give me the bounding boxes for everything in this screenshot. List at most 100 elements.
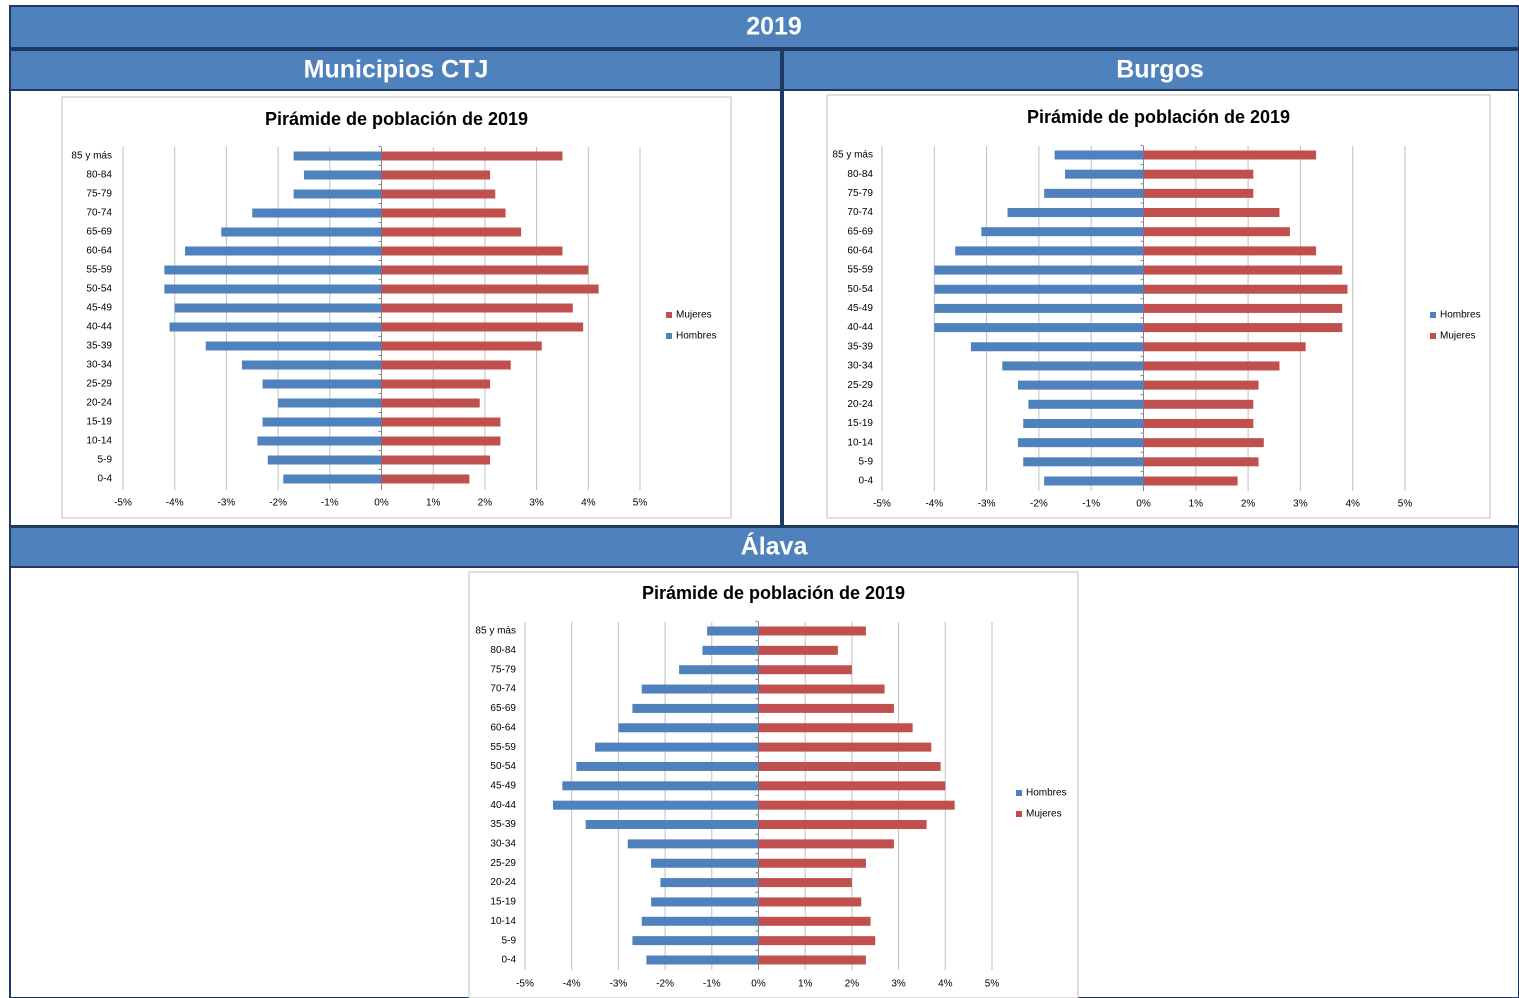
x-tick-label: 2% <box>478 498 493 509</box>
bar <box>185 246 382 256</box>
bar <box>934 265 1144 275</box>
bar <box>169 322 382 332</box>
bar <box>576 761 759 771</box>
bar <box>651 897 759 907</box>
y-tick-label: 25-29 <box>490 858 516 869</box>
y-tick-label: 20-24 <box>490 877 516 888</box>
bar <box>758 703 894 713</box>
bar <box>262 417 382 427</box>
bar <box>1044 188 1144 198</box>
legend-label: Hombres <box>1440 310 1481 321</box>
y-tick-label: 20-24 <box>86 398 112 409</box>
bar <box>381 379 491 389</box>
bar <box>1143 380 1259 390</box>
y-tick-label: 30-34 <box>490 839 516 850</box>
bar <box>758 820 927 830</box>
bar <box>381 246 563 256</box>
x-tick-label: -2% <box>656 979 674 990</box>
x-tick-label: 1% <box>426 498 441 509</box>
y-tick-label: 15-19 <box>86 417 112 428</box>
bar <box>1007 208 1144 218</box>
bar <box>1143 323 1343 333</box>
year-band <box>9 5 1519 49</box>
bar <box>758 781 946 791</box>
bar <box>1023 457 1144 467</box>
bar <box>1143 457 1259 467</box>
y-tick-label: 0-4 <box>502 955 517 966</box>
bar <box>1143 284 1348 294</box>
year-title: 2019 <box>746 13 802 41</box>
panel-title: Burgos <box>1116 56 1204 84</box>
x-tick-label: -4% <box>166 498 184 509</box>
y-tick-label: 30-34 <box>86 360 112 371</box>
bar <box>758 955 866 965</box>
y-tick-label: 15-19 <box>847 418 873 429</box>
bar <box>758 761 941 771</box>
bar <box>381 322 584 332</box>
x-tick-label: 5% <box>985 979 1000 990</box>
y-tick-label: 50-54 <box>86 284 112 295</box>
legend-label: Mujeres <box>1026 809 1062 820</box>
bar <box>702 645 759 655</box>
bar <box>707 626 759 636</box>
bar <box>1017 380 1144 390</box>
y-tick-label: 85 y más <box>832 150 873 161</box>
bar <box>1143 438 1264 448</box>
bar <box>174 303 382 313</box>
chart-title: Pirámide de población de 2019 <box>265 109 528 129</box>
y-tick-label: 50-54 <box>490 761 516 772</box>
y-tick-label: 0-4 <box>98 474 113 485</box>
y-tick-label: 30-34 <box>847 361 873 372</box>
x-tick-label: 1% <box>1189 499 1204 510</box>
x-tick-label: 2% <box>845 979 860 990</box>
bar <box>1143 208 1280 218</box>
bar <box>381 208 506 218</box>
bar <box>1023 418 1144 428</box>
bar <box>257 436 382 446</box>
y-tick-label: 85 y más <box>71 151 112 162</box>
bar <box>758 626 866 636</box>
bar <box>627 839 759 849</box>
y-tick-label: 0-4 <box>859 476 874 487</box>
bar <box>381 398 480 408</box>
bar <box>595 742 759 752</box>
x-tick-label: -4% <box>925 499 943 510</box>
bar <box>660 878 759 888</box>
bar <box>1143 476 1238 486</box>
x-tick-label: 0% <box>374 498 389 509</box>
bar <box>934 284 1144 294</box>
bar <box>955 246 1144 256</box>
bar <box>758 684 885 694</box>
x-tick-label: -3% <box>218 498 236 509</box>
y-tick-label: 55-59 <box>490 742 516 753</box>
legend-label: Hombres <box>1026 788 1067 799</box>
bar <box>758 858 866 868</box>
bar <box>758 878 852 888</box>
bar <box>758 742 932 752</box>
x-tick-label: -4% <box>563 979 581 990</box>
legend-swatch <box>1016 790 1022 796</box>
y-tick-label: 40-44 <box>847 322 873 333</box>
bar <box>618 723 759 733</box>
bar <box>1054 150 1144 160</box>
legend-swatch <box>666 312 672 318</box>
bar <box>1143 227 1290 237</box>
bar <box>1017 438 1144 448</box>
legend-swatch <box>1430 333 1436 339</box>
bar <box>632 703 759 713</box>
bar <box>1143 265 1343 275</box>
chart-title: Pirámide de población de 2019 <box>1027 107 1290 127</box>
bar <box>1065 169 1144 179</box>
bar <box>632 936 759 946</box>
x-tick-label: 3% <box>891 979 906 990</box>
bar <box>381 360 511 370</box>
y-tick-label: 65-69 <box>490 703 516 714</box>
bar <box>1143 188 1254 198</box>
x-tick-label: -5% <box>516 979 534 990</box>
y-tick-label: 5-9 <box>502 935 517 946</box>
x-tick-label: 4% <box>1345 499 1360 510</box>
bar <box>758 839 894 849</box>
y-tick-label: 50-54 <box>847 284 873 295</box>
bar <box>1002 361 1144 371</box>
